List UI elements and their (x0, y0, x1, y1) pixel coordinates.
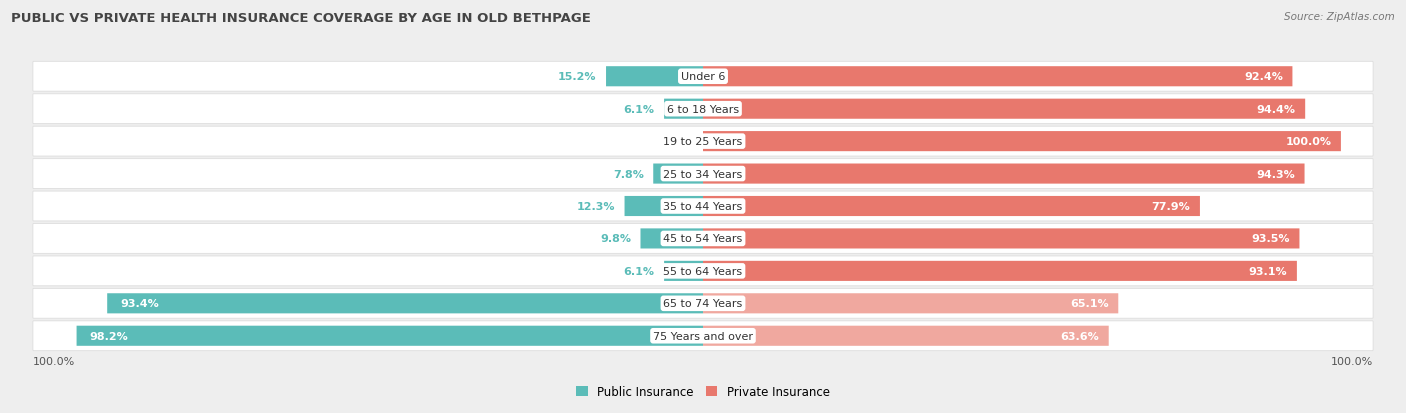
Text: 65.1%: 65.1% (1070, 299, 1109, 309)
FancyBboxPatch shape (703, 67, 1292, 87)
FancyBboxPatch shape (664, 261, 703, 281)
Text: 63.6%: 63.6% (1060, 331, 1099, 341)
Text: 92.4%: 92.4% (1244, 72, 1282, 82)
Text: 93.4%: 93.4% (120, 299, 159, 309)
Text: 93.5%: 93.5% (1251, 234, 1289, 244)
FancyBboxPatch shape (703, 229, 1299, 249)
FancyBboxPatch shape (703, 197, 1199, 216)
FancyBboxPatch shape (32, 289, 1374, 318)
FancyBboxPatch shape (703, 100, 1305, 119)
FancyBboxPatch shape (76, 326, 703, 346)
Text: Source: ZipAtlas.com: Source: ZipAtlas.com (1284, 12, 1395, 22)
FancyBboxPatch shape (664, 100, 703, 119)
FancyBboxPatch shape (32, 256, 1374, 286)
FancyBboxPatch shape (641, 229, 703, 249)
Legend: Public Insurance, Private Insurance: Public Insurance, Private Insurance (576, 385, 830, 399)
FancyBboxPatch shape (703, 164, 1305, 184)
Text: 0.0%: 0.0% (662, 137, 693, 147)
FancyBboxPatch shape (32, 127, 1374, 157)
Text: 15.2%: 15.2% (558, 72, 596, 82)
FancyBboxPatch shape (32, 224, 1374, 254)
Text: 6 to 18 Years: 6 to 18 Years (666, 104, 740, 114)
FancyBboxPatch shape (654, 164, 703, 184)
FancyBboxPatch shape (32, 62, 1374, 92)
Text: 35 to 44 Years: 35 to 44 Years (664, 202, 742, 211)
Text: 65 to 74 Years: 65 to 74 Years (664, 299, 742, 309)
Text: PUBLIC VS PRIVATE HEALTH INSURANCE COVERAGE BY AGE IN OLD BETHPAGE: PUBLIC VS PRIVATE HEALTH INSURANCE COVER… (11, 12, 591, 25)
Text: Under 6: Under 6 (681, 72, 725, 82)
Text: 94.4%: 94.4% (1257, 104, 1295, 114)
Text: 7.8%: 7.8% (613, 169, 644, 179)
Text: 6.1%: 6.1% (623, 266, 655, 276)
FancyBboxPatch shape (703, 261, 1296, 281)
Text: 55 to 64 Years: 55 to 64 Years (664, 266, 742, 276)
Text: 12.3%: 12.3% (576, 202, 614, 211)
Text: 75 Years and over: 75 Years and over (652, 331, 754, 341)
FancyBboxPatch shape (107, 294, 703, 313)
FancyBboxPatch shape (703, 326, 1109, 346)
Text: 100.0%: 100.0% (34, 356, 76, 366)
Text: 9.8%: 9.8% (600, 234, 631, 244)
FancyBboxPatch shape (32, 321, 1374, 351)
Text: 98.2%: 98.2% (90, 331, 128, 341)
FancyBboxPatch shape (32, 95, 1374, 124)
Text: 93.1%: 93.1% (1249, 266, 1288, 276)
FancyBboxPatch shape (703, 294, 1118, 313)
Text: 6.1%: 6.1% (623, 104, 655, 114)
FancyBboxPatch shape (32, 159, 1374, 189)
Text: 94.3%: 94.3% (1256, 169, 1295, 179)
FancyBboxPatch shape (32, 192, 1374, 221)
Text: 45 to 54 Years: 45 to 54 Years (664, 234, 742, 244)
Text: 19 to 25 Years: 19 to 25 Years (664, 137, 742, 147)
Text: 77.9%: 77.9% (1152, 202, 1191, 211)
Text: 100.0%: 100.0% (1285, 137, 1331, 147)
Text: 25 to 34 Years: 25 to 34 Years (664, 169, 742, 179)
FancyBboxPatch shape (606, 67, 703, 87)
FancyBboxPatch shape (703, 132, 1341, 152)
Text: 100.0%: 100.0% (1330, 356, 1372, 366)
FancyBboxPatch shape (624, 197, 703, 216)
